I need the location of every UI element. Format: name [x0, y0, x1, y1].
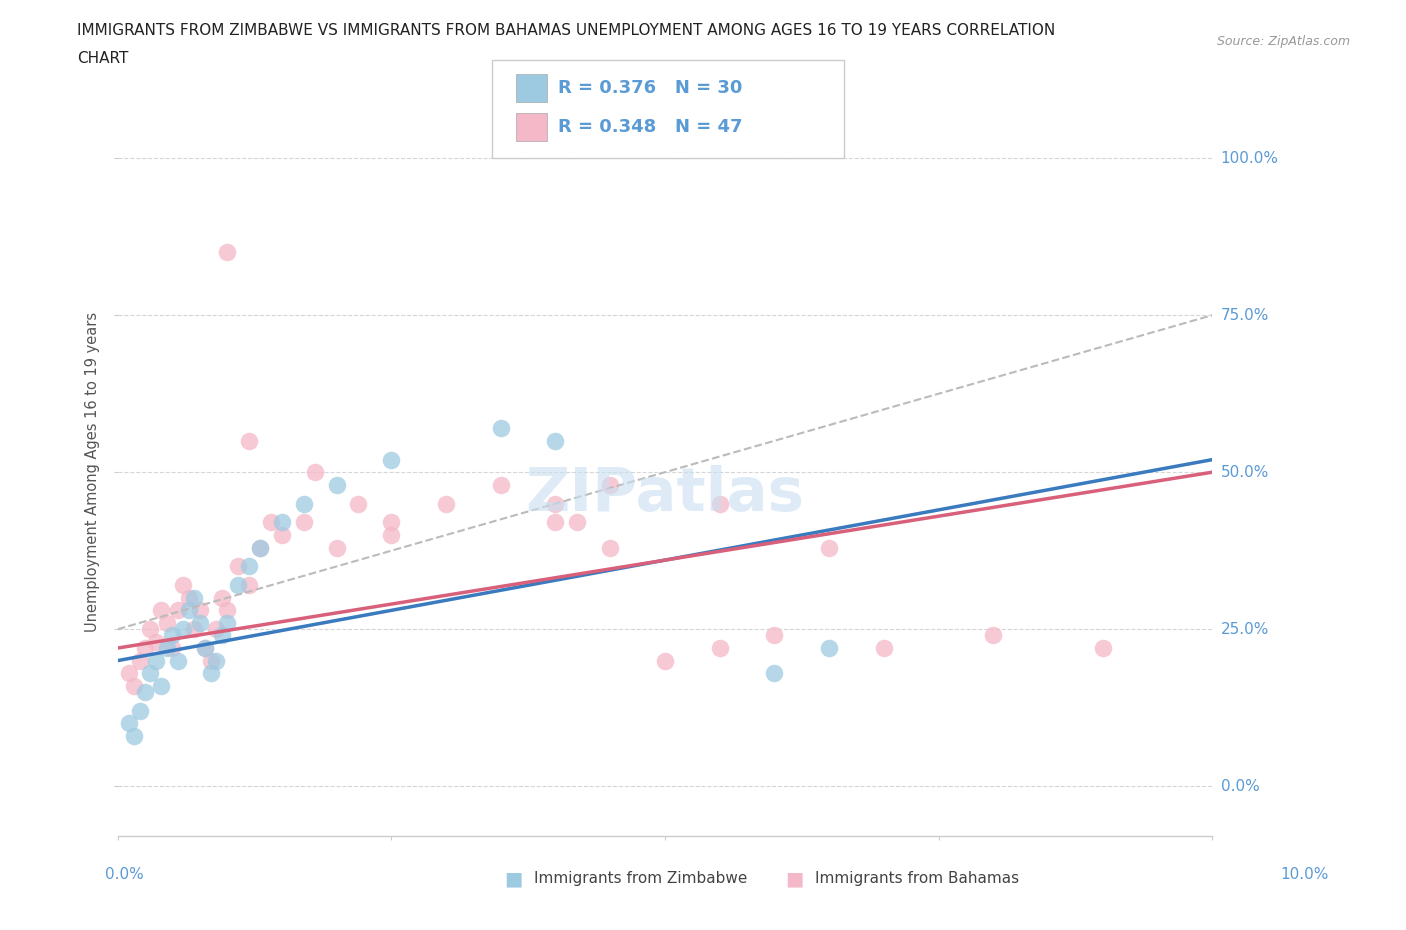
Point	[188, 603, 211, 618]
Point	[304, 465, 326, 480]
Point	[380, 515, 402, 530]
Text: R = 0.348   N = 47: R = 0.348 N = 47	[558, 118, 742, 137]
Point	[205, 653, 228, 668]
Point	[188, 616, 211, 631]
Point	[226, 578, 249, 592]
Point	[200, 653, 222, 668]
Point	[260, 515, 283, 530]
Point	[599, 540, 621, 555]
Point	[211, 591, 233, 605]
Point	[709, 641, 731, 656]
Point	[139, 666, 162, 681]
Point	[145, 653, 167, 668]
Point	[177, 591, 200, 605]
Point	[200, 666, 222, 681]
Point	[122, 678, 145, 693]
Point	[292, 497, 315, 512]
Point	[763, 666, 786, 681]
Point	[434, 497, 457, 512]
Point	[544, 497, 567, 512]
Text: 25.0%: 25.0%	[1220, 622, 1268, 637]
Text: Immigrants from Zimbabwe: Immigrants from Zimbabwe	[534, 871, 748, 886]
Point	[292, 515, 315, 530]
Point	[325, 477, 347, 492]
Point	[599, 477, 621, 492]
Point	[380, 452, 402, 467]
Point	[139, 622, 162, 637]
Point	[172, 578, 194, 592]
Point	[194, 641, 217, 656]
Point	[156, 616, 179, 631]
Point	[167, 603, 190, 618]
Point	[162, 641, 184, 656]
Point	[156, 641, 179, 656]
Point	[818, 641, 841, 656]
Text: IMMIGRANTS FROM ZIMBABWE VS IMMIGRANTS FROM BAHAMAS UNEMPLOYMENT AMONG AGES 16 T: IMMIGRANTS FROM ZIMBABWE VS IMMIGRANTS F…	[77, 23, 1056, 38]
Point	[226, 559, 249, 574]
Point	[270, 527, 292, 542]
Point	[380, 527, 402, 542]
Text: CHART: CHART	[77, 51, 129, 66]
Point	[183, 591, 205, 605]
Point	[567, 515, 589, 530]
Point	[238, 578, 260, 592]
Point	[145, 634, 167, 649]
Point	[128, 653, 150, 668]
Point	[489, 477, 512, 492]
Point	[249, 540, 271, 555]
Y-axis label: Unemployment Among Ages 16 to 19 years: Unemployment Among Ages 16 to 19 years	[86, 312, 100, 632]
Point	[162, 628, 184, 643]
Point	[489, 420, 512, 435]
Point	[325, 540, 347, 555]
Point	[150, 603, 173, 618]
Point	[1091, 641, 1114, 656]
Point	[134, 684, 156, 699]
Point	[249, 540, 271, 555]
Point	[544, 433, 567, 448]
Point	[238, 433, 260, 448]
Point	[217, 616, 239, 631]
Point	[217, 245, 239, 259]
Point	[654, 653, 676, 668]
Text: Immigrants from Bahamas: Immigrants from Bahamas	[815, 871, 1019, 886]
Point	[117, 666, 139, 681]
Text: ZIPatlas: ZIPatlas	[526, 465, 804, 524]
Text: 0.0%: 0.0%	[105, 867, 145, 882]
Text: 50.0%: 50.0%	[1220, 465, 1268, 480]
Point	[205, 622, 228, 637]
Point	[117, 716, 139, 731]
Point	[709, 497, 731, 512]
Point	[122, 728, 145, 743]
Point	[211, 628, 233, 643]
Point	[217, 603, 239, 618]
Point	[270, 515, 292, 530]
Text: R = 0.376   N = 30: R = 0.376 N = 30	[558, 79, 742, 98]
Point	[347, 497, 370, 512]
Point	[128, 703, 150, 718]
Point	[981, 628, 1004, 643]
Text: ■: ■	[785, 870, 804, 888]
Text: 0.0%: 0.0%	[1220, 778, 1260, 793]
Point	[167, 653, 190, 668]
Point	[818, 540, 841, 555]
Point	[183, 622, 205, 637]
Text: Source: ZipAtlas.com: Source: ZipAtlas.com	[1216, 35, 1350, 48]
Text: ■: ■	[503, 870, 523, 888]
Point	[134, 641, 156, 656]
Text: 75.0%: 75.0%	[1220, 308, 1268, 323]
Point	[763, 628, 786, 643]
Point	[177, 603, 200, 618]
Point	[873, 641, 896, 656]
Point	[194, 641, 217, 656]
Point	[172, 622, 194, 637]
Text: 100.0%: 100.0%	[1220, 151, 1278, 166]
Point	[150, 678, 173, 693]
Point	[544, 515, 567, 530]
Point	[238, 559, 260, 574]
Text: 10.0%: 10.0%	[1281, 867, 1329, 882]
